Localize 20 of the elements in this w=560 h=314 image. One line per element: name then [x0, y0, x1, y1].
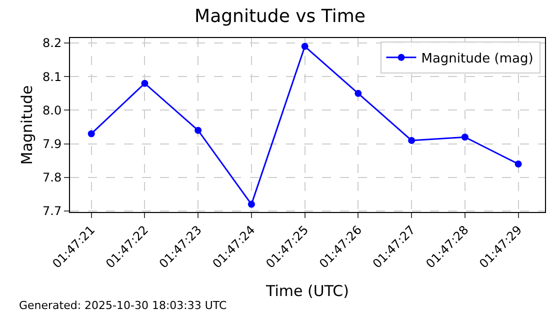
point — [301, 42, 308, 50]
point — [248, 200, 255, 208]
point — [88, 130, 95, 138]
x-axis-title: Time (UTC) — [265, 282, 349, 300]
y-tick-label: 8.1 — [42, 70, 62, 84]
point — [141, 80, 148, 87]
point — [514, 160, 522, 168]
y-tick-label: 7.7 — [42, 204, 62, 218]
y-tick-label: 8.0 — [42, 103, 62, 118]
text: Generated: 2025-10-30 18:03:33 UTC — [19, 299, 228, 312]
y-tick-label: 8.2 — [42, 36, 62, 50]
y-tick-label: 7.8 — [42, 170, 62, 185]
point — [194, 126, 202, 134]
point — [461, 134, 468, 141]
point — [354, 90, 362, 97]
y-axis-title: Magnitude — [18, 85, 36, 165]
legend-label: Magnitude (mag) — [421, 52, 534, 66]
chart-title: Magnitude vs Time — [194, 6, 366, 28]
y-tick-label: 7.9 — [42, 137, 62, 152]
point — [408, 136, 416, 144]
